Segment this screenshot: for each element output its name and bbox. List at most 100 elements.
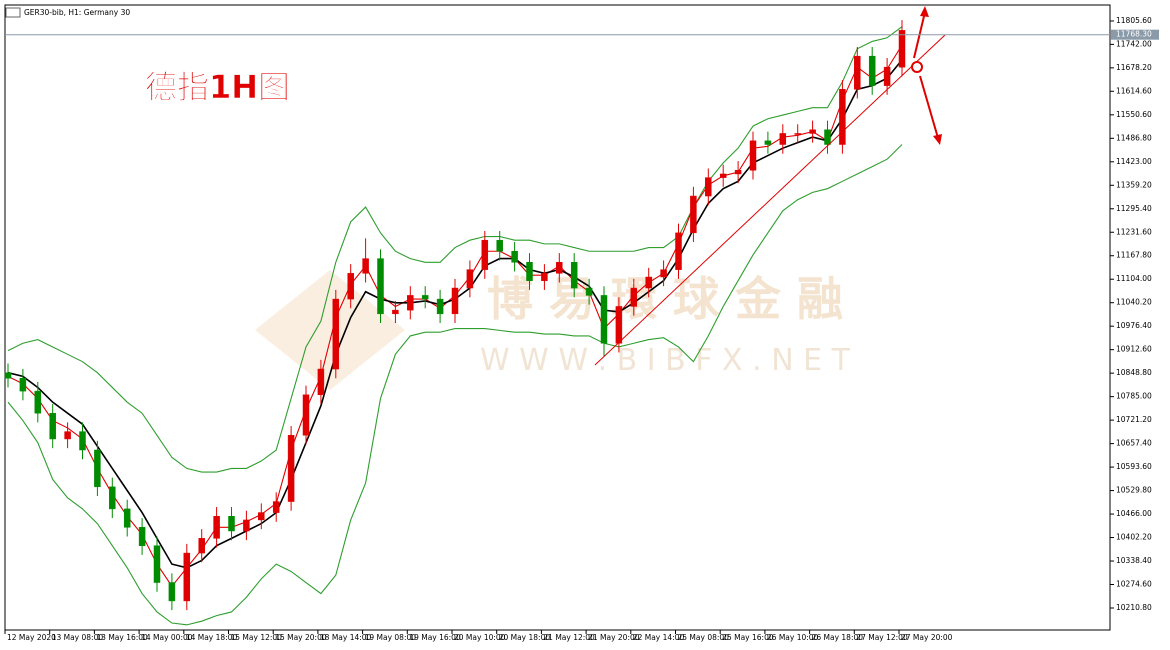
candle-body: [109, 486, 116, 510]
candle-body: [287, 435, 295, 502]
candle-body: [496, 239, 503, 252]
candle-body: [272, 501, 280, 513]
y-tick-label: 10466.00: [1116, 509, 1152, 518]
y-tick-label: 11742.00: [1116, 39, 1152, 48]
candle-body: [332, 298, 340, 370]
candle-body: [258, 512, 265, 521]
candle-body: [19, 377, 27, 392]
candle-body: [183, 552, 191, 602]
candle-body: [466, 269, 474, 289]
y-tick-label: 10274.60: [1116, 580, 1152, 589]
indicator-line: [7, 26, 903, 473]
y-tick-label: 10593.60: [1116, 462, 1152, 471]
candle-body: [675, 232, 682, 270]
candle-body: [526, 262, 533, 281]
candle-body: [94, 449, 101, 488]
x-tick-label: 20 May 18:00: [499, 633, 551, 642]
candle-body: [451, 287, 459, 315]
candle-body: [317, 368, 325, 396]
candle-body: [705, 177, 712, 197]
chart-title: 德指1H图: [145, 68, 290, 106]
y-tick-label: 11040.20: [1116, 298, 1152, 307]
watermark-url: W W W . B I B F X . N E T: [480, 343, 851, 378]
candle-body: [138, 527, 146, 546]
pivot-circle: [911, 61, 923, 73]
candle-body: [541, 273, 548, 281]
candle-body: [407, 295, 414, 311]
x-tick-label: 21 May 20:00: [588, 633, 640, 642]
candle-body: [764, 140, 772, 145]
candle-body: [645, 276, 652, 289]
x-tick-label: 14 May 00:00: [141, 633, 193, 642]
y-tick-label: 10210.80: [1116, 603, 1152, 612]
x-tick-label: 18 May 14:00: [320, 633, 372, 642]
candle-body: [883, 66, 891, 86]
indicator-line: [7, 144, 903, 626]
y-tick-label: 11423.00: [1116, 157, 1152, 166]
candle-body: [570, 262, 578, 289]
y-tick-label: 10912.60: [1116, 345, 1152, 354]
candle-body: [719, 173, 727, 178]
candle-body: [690, 195, 697, 234]
y-tick-label: 11550.60: [1116, 110, 1152, 119]
candle-body: [898, 30, 906, 68]
candle-body: [839, 89, 846, 145]
candle-body: [585, 287, 593, 296]
x-tick-label: 20 May 10:00: [454, 633, 506, 642]
marks: [4, 20, 906, 626]
plot-frame: [4, 4, 1111, 631]
up-arrow-head: [920, 6, 929, 17]
x-tick-label: 15 May 20:00: [275, 633, 327, 642]
y-tick-label: 10976.40: [1116, 321, 1152, 330]
candle-body: [511, 250, 518, 263]
current-price-box: [1111, 29, 1159, 40]
candle-body: [377, 258, 384, 315]
x-tick-label: 14 May 18:00: [186, 633, 238, 642]
down-arrow-head: [933, 134, 942, 145]
candle-body: [243, 519, 250, 532]
x-tick-label: 13 May 08:00: [52, 633, 104, 642]
y-tick-label: 11295.40: [1116, 204, 1152, 213]
candle-body: [213, 516, 220, 539]
candle-body: [49, 412, 56, 440]
current-price-label: 11768.30: [1116, 30, 1152, 39]
y-tick-label: 11486.80: [1116, 133, 1152, 142]
y-tick-label: 10848.80: [1116, 368, 1152, 377]
candle-body: [4, 372, 12, 379]
candle-body: [615, 306, 623, 344]
candle-body: [436, 298, 444, 315]
y-tick-label: 11231.60: [1116, 227, 1152, 236]
candle-body: [749, 140, 757, 171]
candle-body: [660, 269, 667, 278]
watermark-logo: [255, 270, 405, 390]
y-tick-label: 11104.00: [1116, 274, 1152, 283]
candle-body: [854, 55, 861, 90]
candle-body: [392, 309, 399, 315]
y-tick-label: 11678.20: [1116, 63, 1152, 72]
x-tick-label: 15 May 12:00: [231, 633, 283, 642]
candle-body: [481, 239, 489, 270]
chart-header: GER30-bib, H1: Germany 30: [24, 8, 130, 17]
candle-body: [34, 390, 42, 414]
x-tick-label: 25 May 08:00: [678, 633, 730, 642]
candle-body: [168, 582, 176, 602]
candle-body: [734, 170, 742, 175]
candle-body: [421, 295, 429, 300]
candle-body: [809, 129, 816, 134]
y-tick-label: 10529.80: [1116, 486, 1152, 495]
candle-body: [868, 55, 876, 86]
candle-body: [630, 287, 638, 307]
candle-body: [64, 431, 71, 440]
candle-body: [153, 545, 161, 583]
y-tick-label: 11359.20: [1116, 180, 1152, 189]
candle-body: [794, 133, 801, 135]
x-tick-label: 21 May 12:00: [543, 633, 595, 642]
candle-body: [362, 258, 369, 274]
y-tick-label: 11614.60: [1116, 86, 1152, 95]
x-tick-label: 19 May 08:00: [365, 633, 417, 642]
x-tick-label: 25 May 16:00: [722, 633, 774, 642]
chart-icon: [5, 7, 21, 18]
down-arrow: [919, 75, 939, 139]
